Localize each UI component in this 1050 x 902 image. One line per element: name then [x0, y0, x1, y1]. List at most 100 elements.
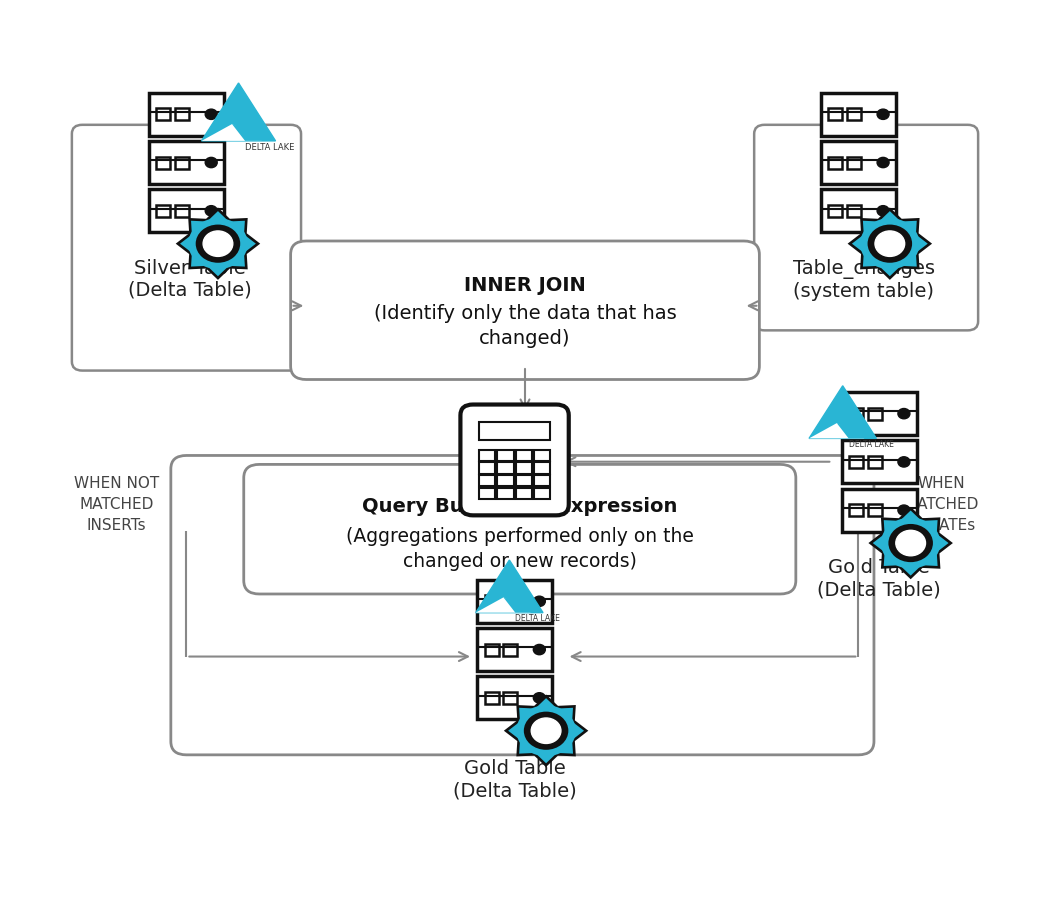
Circle shape [875, 231, 905, 256]
FancyBboxPatch shape [479, 422, 550, 440]
FancyBboxPatch shape [479, 449, 496, 461]
Circle shape [206, 234, 230, 253]
FancyBboxPatch shape [842, 440, 917, 483]
Text: WHEN NOT
MATCHED
INSERTs: WHEN NOT MATCHED INSERTs [75, 476, 160, 533]
Polygon shape [202, 124, 262, 141]
Circle shape [203, 231, 233, 256]
FancyBboxPatch shape [498, 488, 513, 500]
FancyBboxPatch shape [175, 205, 189, 216]
FancyBboxPatch shape [847, 157, 861, 169]
Polygon shape [517, 705, 575, 756]
Polygon shape [202, 83, 275, 141]
Polygon shape [870, 509, 950, 577]
FancyBboxPatch shape [516, 463, 531, 474]
FancyBboxPatch shape [516, 475, 531, 486]
FancyBboxPatch shape [460, 404, 569, 515]
FancyBboxPatch shape [498, 449, 513, 461]
FancyBboxPatch shape [156, 205, 170, 216]
Circle shape [877, 157, 889, 168]
FancyBboxPatch shape [477, 580, 552, 622]
Polygon shape [503, 597, 543, 612]
Text: DELTA LAKE: DELTA LAKE [516, 614, 561, 623]
Polygon shape [232, 124, 275, 141]
Circle shape [195, 225, 240, 262]
Text: DELTA LAKE: DELTA LAKE [245, 143, 294, 152]
Circle shape [533, 693, 545, 703]
FancyBboxPatch shape [149, 93, 224, 135]
FancyBboxPatch shape [485, 595, 499, 607]
FancyBboxPatch shape [175, 108, 189, 120]
FancyBboxPatch shape [156, 157, 170, 169]
Circle shape [888, 524, 933, 562]
Polygon shape [476, 597, 531, 612]
Text: (Identify only the data that has
changed): (Identify only the data that has changed… [374, 304, 676, 348]
FancyBboxPatch shape [485, 643, 499, 656]
Text: Gold Table
(Delta Table): Gold Table (Delta Table) [817, 558, 941, 599]
Circle shape [534, 721, 558, 741]
FancyBboxPatch shape [477, 676, 552, 719]
FancyBboxPatch shape [533, 449, 550, 461]
Circle shape [531, 718, 561, 743]
FancyBboxPatch shape [503, 595, 517, 607]
Polygon shape [506, 696, 586, 765]
FancyBboxPatch shape [503, 692, 517, 704]
FancyBboxPatch shape [842, 489, 917, 531]
FancyBboxPatch shape [847, 108, 861, 120]
Circle shape [899, 533, 923, 553]
Text: DELTA LAKE: DELTA LAKE [848, 440, 894, 449]
FancyBboxPatch shape [533, 475, 550, 486]
Circle shape [533, 596, 545, 606]
FancyBboxPatch shape [498, 463, 513, 474]
FancyBboxPatch shape [867, 504, 882, 516]
FancyBboxPatch shape [821, 141, 896, 184]
FancyBboxPatch shape [479, 463, 496, 474]
FancyBboxPatch shape [516, 488, 531, 500]
Polygon shape [810, 423, 864, 438]
Polygon shape [837, 423, 877, 438]
FancyBboxPatch shape [485, 692, 499, 704]
FancyBboxPatch shape [828, 108, 842, 120]
Polygon shape [881, 518, 941, 568]
FancyBboxPatch shape [849, 456, 863, 468]
Text: WHEN
MATCHED
UPDATEs: WHEN MATCHED UPDATEs [904, 476, 979, 533]
FancyBboxPatch shape [867, 456, 882, 468]
Circle shape [877, 109, 889, 119]
Polygon shape [810, 386, 877, 438]
FancyBboxPatch shape [244, 465, 796, 594]
Circle shape [524, 712, 568, 750]
Circle shape [205, 109, 217, 119]
FancyBboxPatch shape [477, 628, 552, 671]
FancyBboxPatch shape [503, 643, 517, 656]
Text: (Aggregations performed only on the
changed or new records): (Aggregations performed only on the chan… [345, 527, 694, 571]
Polygon shape [188, 218, 248, 269]
FancyBboxPatch shape [828, 157, 842, 169]
Circle shape [205, 157, 217, 168]
FancyBboxPatch shape [498, 475, 513, 486]
FancyBboxPatch shape [867, 408, 882, 419]
Circle shape [205, 206, 217, 216]
Circle shape [878, 234, 902, 253]
Circle shape [896, 530, 925, 556]
Polygon shape [476, 560, 543, 612]
FancyBboxPatch shape [156, 108, 170, 120]
FancyBboxPatch shape [533, 488, 550, 500]
FancyBboxPatch shape [149, 141, 224, 184]
FancyBboxPatch shape [149, 189, 224, 232]
Text: Silver Table
(Delta Table): Silver Table (Delta Table) [128, 259, 251, 299]
FancyBboxPatch shape [821, 93, 896, 135]
Circle shape [533, 644, 545, 655]
FancyBboxPatch shape [849, 504, 863, 516]
FancyBboxPatch shape [479, 488, 496, 500]
FancyBboxPatch shape [847, 205, 861, 216]
FancyBboxPatch shape [828, 205, 842, 216]
FancyBboxPatch shape [849, 408, 863, 419]
FancyBboxPatch shape [516, 449, 531, 461]
Circle shape [877, 206, 889, 216]
Circle shape [898, 456, 910, 467]
Text: Gold Table
(Delta Table): Gold Table (Delta Table) [453, 759, 576, 800]
FancyBboxPatch shape [479, 475, 496, 486]
FancyBboxPatch shape [821, 189, 896, 232]
Polygon shape [860, 218, 920, 269]
FancyBboxPatch shape [533, 463, 550, 474]
Circle shape [867, 225, 912, 262]
